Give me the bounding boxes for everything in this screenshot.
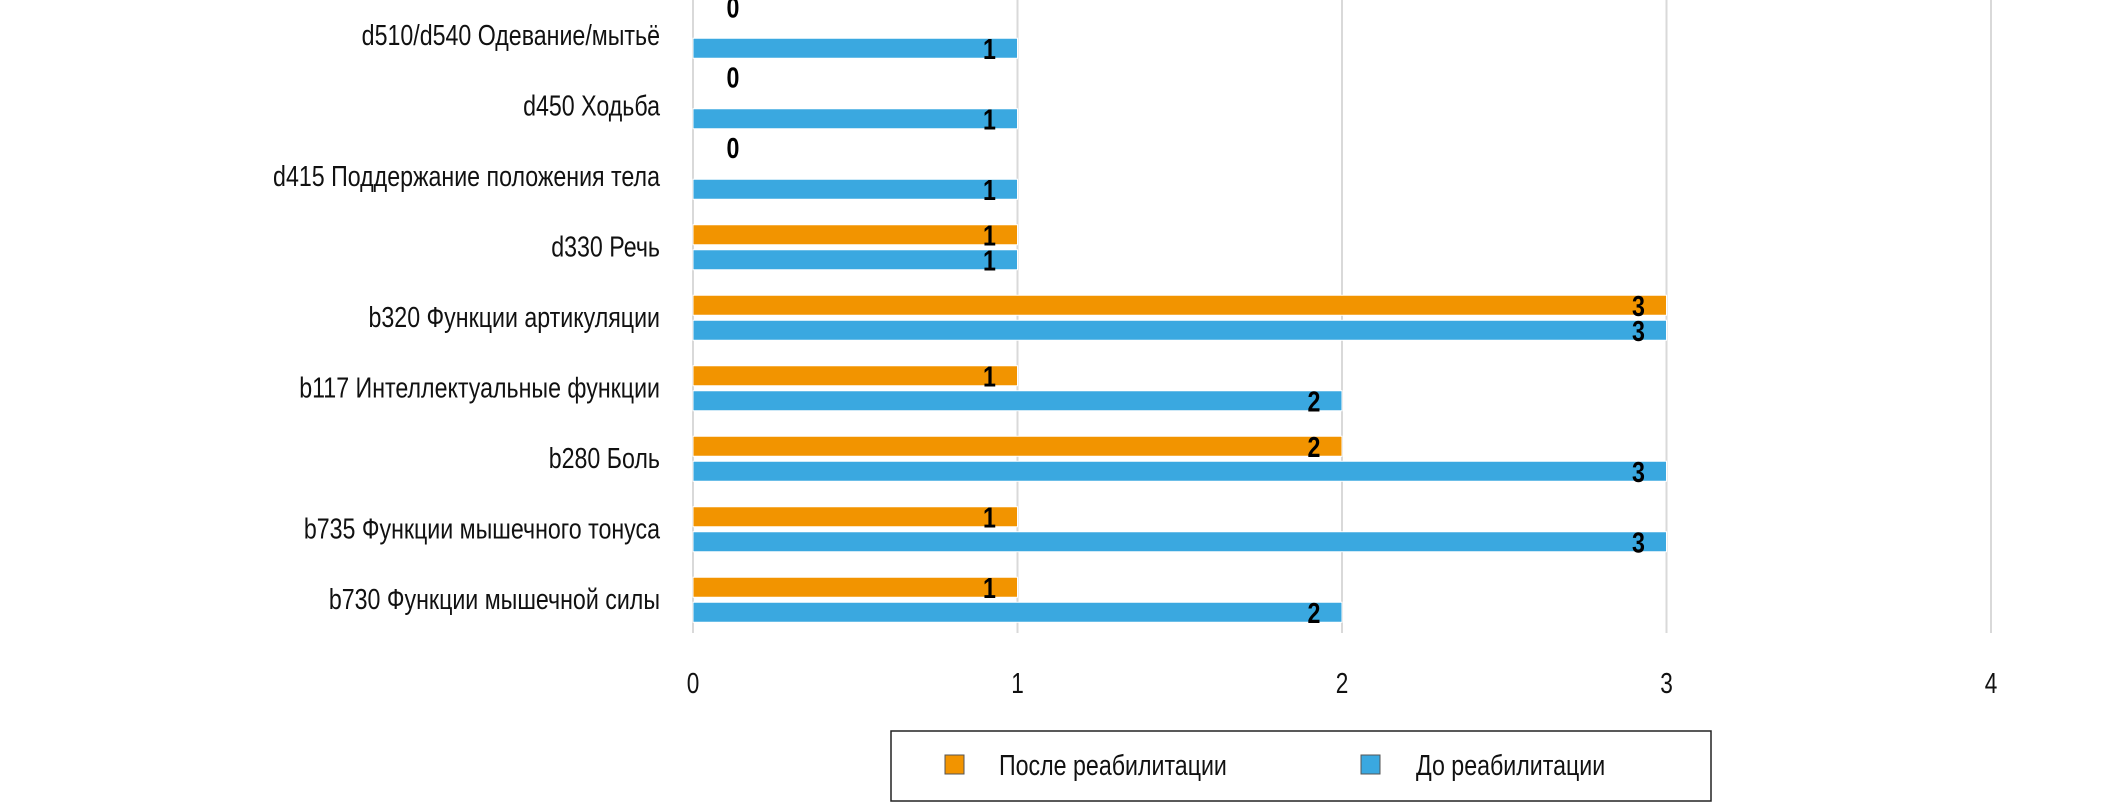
bar-before-rehab [692, 108, 1018, 130]
category-label: b730 Функции мышечной силы [329, 583, 660, 616]
legend-label: После реабилитации [999, 748, 1227, 781]
data-label: 1 [983, 244, 996, 277]
data-label: 1 [983, 33, 996, 66]
data-label: 0 [727, 0, 740, 24]
bar-after-rehab [692, 506, 1018, 528]
x-tick-label: 1 [1011, 666, 1024, 699]
legend-box [890, 730, 1712, 802]
data-label: 3 [1632, 290, 1645, 323]
legend-swatch-after [944, 754, 965, 775]
category-label: b117 Интеллектуальные функции [299, 371, 660, 404]
data-label: 3 [1632, 456, 1645, 489]
data-label: 1 [983, 174, 996, 207]
data-label: 2 [1308, 385, 1321, 418]
data-label: 1 [983, 360, 996, 393]
data-label: 1 [983, 103, 996, 136]
bar-before-rehab [692, 37, 1018, 59]
data-label: 1 [983, 572, 996, 605]
data-label: 2 [1308, 597, 1321, 630]
legend-swatch-before [1360, 754, 1381, 775]
category-label: b735 Функции мышечного тонуса [304, 512, 661, 545]
x-tick-label: 4 [1985, 666, 1998, 699]
data-label: 1 [983, 501, 996, 534]
category-label: d330 Речь [551, 230, 660, 263]
bar-after-rehab [692, 435, 1343, 457]
bar-before-rehab [692, 319, 1667, 341]
legend-label: До реабилитации [1416, 748, 1605, 781]
category-label: b320 Функции артикуляции [369, 301, 660, 334]
bar-before-rehab [692, 178, 1018, 200]
data-label: 0 [727, 132, 740, 165]
category-label: d415 Поддержание положения тела [273, 160, 660, 193]
data-label: 3 [1632, 526, 1645, 559]
category-label: d510/d540 Одевание/мытьё [362, 19, 660, 52]
bar-before-rehab [692, 249, 1018, 271]
bar-before-rehab [692, 390, 1343, 412]
bar-after-rehab [692, 365, 1018, 387]
data-label: 0 [727, 61, 740, 94]
x-tick-label: 2 [1336, 666, 1349, 699]
bar-before-rehab [692, 460, 1667, 482]
x-tick-label: 0 [687, 666, 700, 699]
bar-after-rehab [692, 576, 1018, 598]
bar-before-rehab [692, 601, 1343, 623]
category-label: d450 Ходьба [523, 89, 660, 122]
data-label: 1 [983, 219, 996, 252]
x-tick-label: 3 [1660, 666, 1673, 699]
data-label: 3 [1632, 315, 1645, 348]
category-label: b280 Боль [549, 442, 660, 475]
bar-before-rehab [692, 531, 1667, 553]
bar-after-rehab [692, 294, 1667, 316]
bar-after-rehab [692, 224, 1018, 246]
data-label: 2 [1308, 431, 1321, 464]
